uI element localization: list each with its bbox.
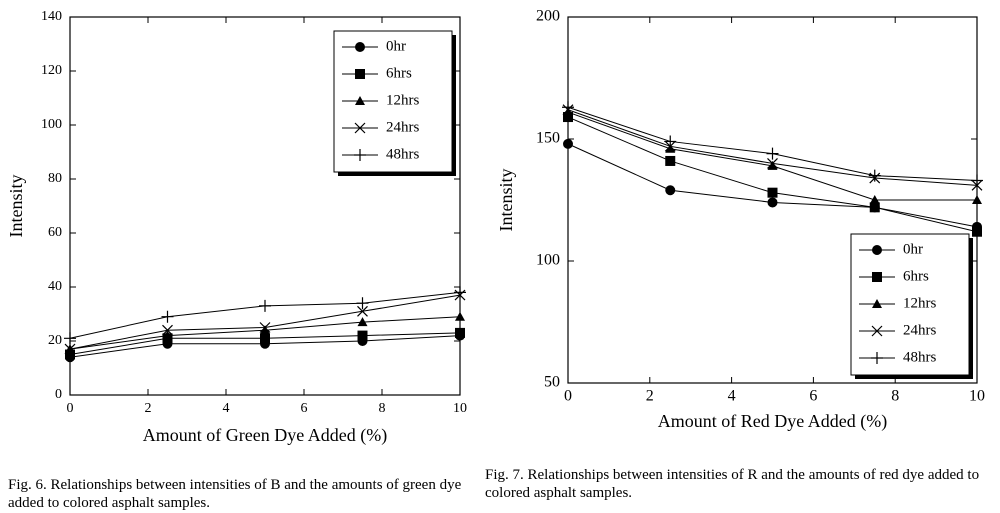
marker <box>259 322 271 333</box>
x-tick-label: 6 <box>809 388 817 405</box>
x-axis-label: Amount of Red Dye Added (%) <box>658 411 887 432</box>
legend-label: 24hrs <box>386 119 419 135</box>
caption: Fig. 6. Relationships between intensitie… <box>8 477 462 511</box>
marker <box>65 349 75 360</box>
marker <box>259 299 271 312</box>
marker <box>766 147 779 160</box>
legend-marker <box>354 122 366 134</box>
marker <box>454 286 466 299</box>
legend-label: 48hrs <box>386 146 419 162</box>
y-tick-label: 80 <box>48 171 62 186</box>
y-axis-label: Intensity <box>6 175 26 238</box>
x-tick-label: 8 <box>379 401 386 416</box>
legend-marker <box>871 352 883 364</box>
marker <box>161 310 174 323</box>
x-axis-label: Amount of Green Dye Added (%) <box>143 425 387 446</box>
legend-label: 24hrs <box>903 322 936 338</box>
marker <box>455 327 465 338</box>
legend-marker <box>355 42 365 52</box>
x-tick-label: 10 <box>453 401 467 416</box>
x-tick-label: 0 <box>564 388 572 405</box>
x-tick-label: 8 <box>891 388 899 405</box>
marker <box>357 317 368 327</box>
legend-marker <box>872 272 882 282</box>
marker <box>665 155 676 166</box>
marker <box>971 174 983 187</box>
x-tick-label: 0 <box>67 401 74 416</box>
legend-label: 0hr <box>386 38 406 54</box>
marker <box>767 187 778 198</box>
marker <box>162 330 173 340</box>
x-tick-label: 4 <box>728 388 736 405</box>
y-tick-label: 100 <box>536 252 560 269</box>
x-tick-label: 2 <box>145 401 152 416</box>
y-tick-label: 0 <box>55 387 62 402</box>
marker <box>357 305 368 317</box>
y-tick-label: 60 <box>48 225 62 240</box>
legend-marker <box>872 245 882 255</box>
marker <box>64 332 76 345</box>
y-tick-label: 120 <box>41 63 62 78</box>
marker <box>869 195 880 204</box>
legend-label: 6hrs <box>386 65 412 81</box>
y-tick-label: 150 <box>536 130 560 147</box>
marker <box>664 135 677 148</box>
marker <box>767 160 778 170</box>
marker <box>260 325 270 335</box>
marker <box>563 138 573 149</box>
marker <box>869 202 880 213</box>
legend-label: 12hrs <box>903 295 936 311</box>
legend-label: 48hrs <box>903 349 936 365</box>
x-tick-label: 4 <box>223 401 230 416</box>
marker <box>868 169 881 182</box>
legend-label: 0hr <box>903 241 923 257</box>
y-axis-label: Intensity <box>496 169 516 232</box>
x-tick-label: 10 <box>969 388 985 405</box>
legend-marker <box>355 69 365 79</box>
y-tick-label: 200 <box>536 8 560 25</box>
x-tick-label: 6 <box>301 401 308 416</box>
y-tick-label: 40 <box>48 279 62 294</box>
marker <box>64 343 76 355</box>
marker <box>357 330 368 341</box>
marker <box>562 101 574 114</box>
marker <box>972 195 982 204</box>
y-tick-label: 50 <box>544 374 560 391</box>
marker <box>563 112 573 123</box>
marker <box>972 226 982 237</box>
marker <box>260 333 270 344</box>
legend: 0hr 6hrs 12hrs 24hrs 48hrs <box>850 233 973 379</box>
marker <box>162 324 173 336</box>
caption: Fig. 7. Relationships between intensitie… <box>485 467 980 501</box>
legend-marker <box>871 325 883 337</box>
legend-marker <box>354 149 366 161</box>
legend-label: 12hrs <box>386 92 419 108</box>
legend-label: 6hrs <box>903 268 929 284</box>
marker <box>767 157 778 169</box>
marker <box>356 297 369 310</box>
marker <box>665 185 676 196</box>
marker <box>455 311 465 321</box>
legend: 0hr 6hrs 12hrs 24hrs 48hrs <box>333 30 456 176</box>
plot-frame <box>69 16 461 396</box>
series-line <box>567 109 978 186</box>
legend-marker <box>872 299 882 308</box>
marker <box>665 143 676 153</box>
y-tick-label: 100 <box>41 117 62 132</box>
y-tick-label: 20 <box>48 333 62 348</box>
legend-marker <box>355 96 365 105</box>
marker <box>767 197 778 208</box>
y-tick-label: 140 <box>41 9 62 24</box>
x-tick-label: 2 <box>646 388 654 405</box>
